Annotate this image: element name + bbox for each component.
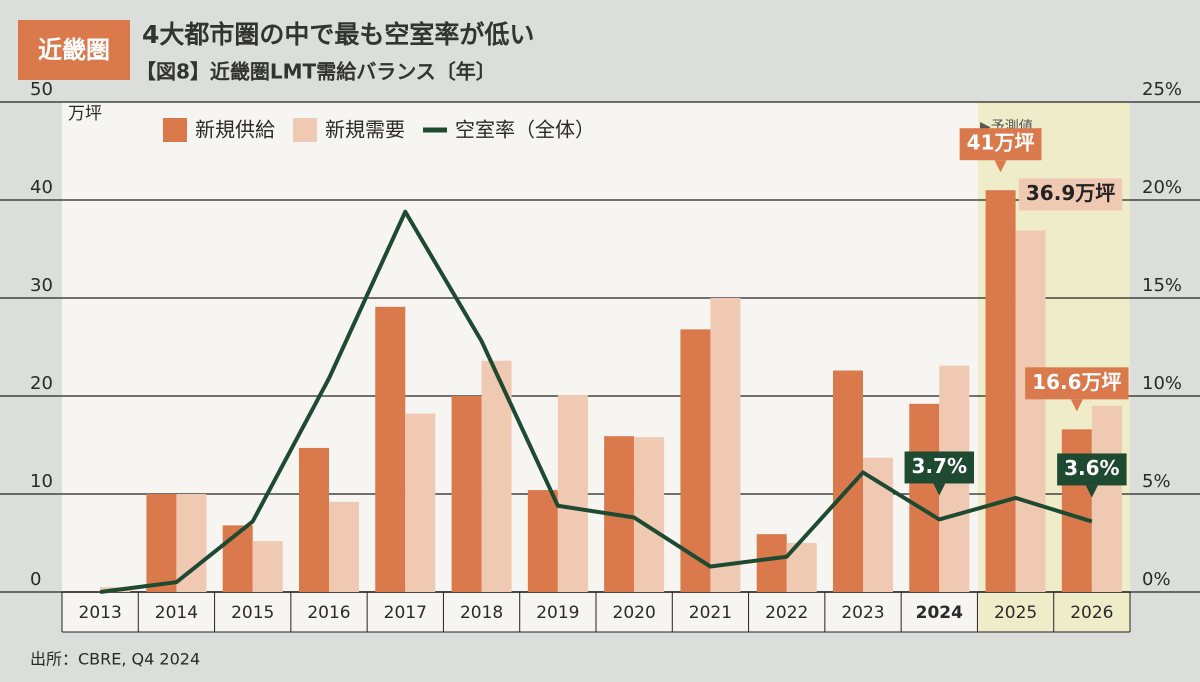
value-label-box — [1025, 367, 1129, 400]
y2-tick-label: 20% — [1142, 177, 1182, 198]
value-label-box — [1018, 178, 1123, 211]
bar — [863, 457, 893, 592]
value-label: 41万坪 — [967, 131, 1035, 155]
y-tick-label: 10 — [30, 471, 53, 492]
value-label: 36.9万坪 — [1026, 181, 1115, 205]
y-tick-label: 0 — [30, 569, 41, 590]
legend-label: 新規需要 — [325, 118, 405, 142]
legend-label: 新規供給 — [195, 118, 275, 142]
x-tick-label: 2016 — [307, 603, 350, 623]
value-label: 3.7% — [912, 454, 967, 478]
x-tick-label: 2019 — [536, 603, 579, 623]
bar — [146, 494, 177, 592]
bar — [1091, 405, 1122, 592]
bar — [527, 490, 558, 592]
value-label-pointer — [1085, 485, 1098, 498]
x-tick-label: 2021 — [689, 603, 732, 623]
bar — [329, 501, 359, 592]
source: 出所：CBRE, Q4 2024 — [30, 650, 200, 669]
bar — [634, 437, 665, 592]
value-label: 3.6% — [1064, 456, 1119, 480]
y-tick-label: 40 — [30, 177, 53, 198]
legend-swatch — [163, 118, 187, 142]
subtitle: 【図8】近畿圏LMT需給バランス〔年〕 — [136, 60, 496, 84]
y2-tick-label: 0% — [1142, 569, 1171, 590]
x-tick-label: 2015 — [231, 603, 274, 623]
x-tick-label: 2025 — [994, 603, 1037, 623]
value-label-pointer — [1070, 399, 1083, 412]
value-label-box — [959, 128, 1042, 161]
legend-label: 空室率（全体） — [455, 118, 595, 142]
badge: 近畿圏 — [38, 36, 110, 64]
bar — [451, 396, 482, 592]
plot-bg — [62, 102, 1130, 632]
value-label-pointer — [933, 483, 946, 496]
bar — [299, 447, 329, 592]
bar — [985, 190, 1016, 592]
badge-box — [18, 20, 130, 80]
x-tick-label: 2024 — [916, 603, 963, 623]
bar — [833, 370, 863, 592]
bar — [909, 403, 940, 592]
value-label: 16.6万坪 — [1032, 370, 1121, 394]
y2-tick-label: 25% — [1142, 79, 1182, 100]
y-tick-label: 20 — [30, 373, 53, 394]
value-label-box — [1057, 453, 1127, 486]
bar — [710, 298, 741, 592]
x-tick-label: 2014 — [155, 603, 198, 623]
x-tick-label: 2013 — [79, 603, 122, 623]
x-tick-label: 2020 — [613, 603, 656, 623]
y-axis-label: 万坪 — [68, 104, 102, 124]
x-tick-label: 2026 — [1070, 603, 1113, 623]
bar — [756, 534, 787, 592]
y-tick-label: 50 — [30, 79, 53, 100]
bar — [405, 413, 436, 592]
y-tick-label: 30 — [30, 275, 53, 296]
bar — [375, 306, 406, 592]
bar — [252, 541, 283, 592]
y2-tick-label: 5% — [1142, 471, 1171, 492]
bar — [680, 329, 711, 592]
x-tick-label: 2017 — [384, 603, 427, 623]
x-tick-label: 2022 — [765, 603, 808, 623]
legend-swatch — [293, 118, 317, 142]
x-tick-label: 2023 — [841, 603, 884, 623]
y2-tick-label: 10% — [1142, 373, 1182, 394]
value-label-box — [904, 451, 975, 484]
value-label-pointer — [994, 160, 1007, 173]
bar — [557, 395, 588, 592]
x-tick-label: 2018 — [460, 603, 503, 623]
bar — [1015, 230, 1046, 592]
line — [99, 209, 1093, 594]
bar — [222, 525, 253, 592]
title: 4大都市圏の中で最も空室率が低い — [142, 20, 534, 49]
y2-tick-label: 15% — [1142, 275, 1182, 296]
